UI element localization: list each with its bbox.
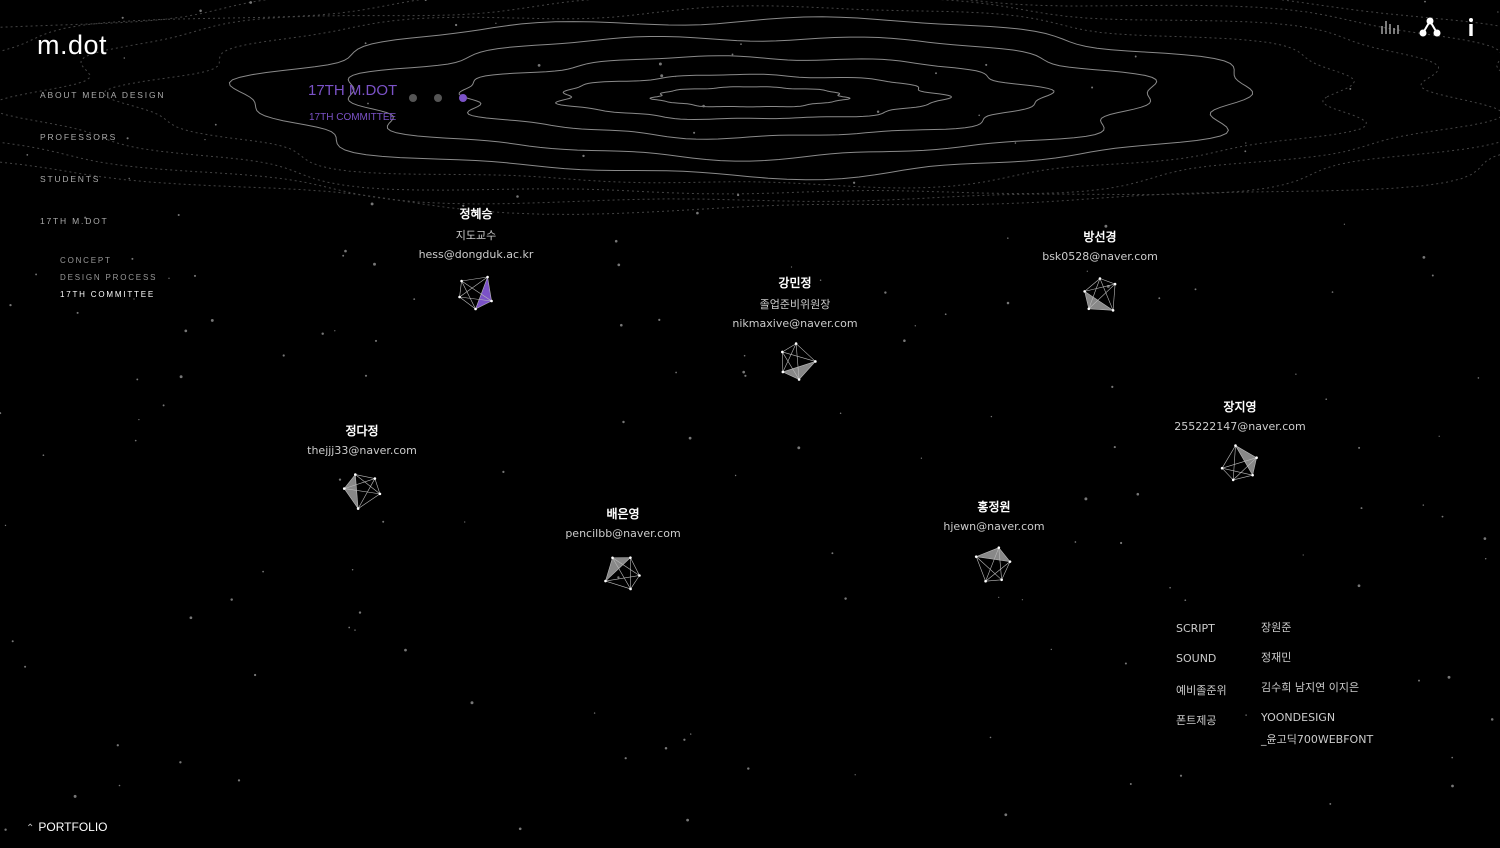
member-name: 강민정 bbox=[778, 276, 812, 290]
sub-nav-17th-committee[interactable]: 17TH COMMITTEE bbox=[60, 290, 155, 299]
sub-nav: CONCEPT DESIGN PROCESS 17TH COMMITTEE bbox=[60, 256, 157, 307]
portfolio-label: PORTFOLIO bbox=[38, 820, 108, 834]
page-dot-3[interactable] bbox=[459, 94, 468, 102]
page-indicator bbox=[409, 87, 479, 106]
member-name: 정다정 bbox=[345, 424, 379, 438]
credit-label: SOUND bbox=[1176, 652, 1217, 665]
credit-label: SCRIPT bbox=[1176, 622, 1215, 635]
sub-nav-concept[interactable]: CONCEPT bbox=[60, 256, 112, 265]
credits-panel: SCRIPT 장원준 SOUND 정재민 예비졸준위 김수희 남지연 이지은 폰… bbox=[1176, 621, 1373, 764]
section-subtitle: 17TH COMMITTEE bbox=[309, 112, 397, 123]
member-email[interactable]: hess@dongduk.ac.kr bbox=[418, 248, 534, 261]
member-email[interactable]: hjewn@naver.com bbox=[943, 520, 1045, 533]
polygon-shape-icon bbox=[458, 275, 494, 311]
nav-item-17th-mdot[interactable]: 17TH M.DOT bbox=[40, 216, 109, 226]
member-name: 배은영 bbox=[606, 507, 640, 521]
page-dot-1[interactable] bbox=[409, 94, 417, 102]
nav-item-professors[interactable]: PROFESSORS bbox=[40, 132, 118, 142]
credit-row: 예비졸준위 김수희 남지연 이지은 bbox=[1176, 681, 1373, 699]
member-email[interactable]: 255222147@naver.com bbox=[1174, 420, 1306, 433]
credit-value: 장원준 bbox=[1261, 621, 1292, 634]
member-card[interactable]: 정혜승 지도교수 hess@dongduk.ac.kr bbox=[418, 205, 534, 315]
member-name: 방선경 bbox=[1083, 230, 1117, 244]
member-card[interactable]: 홍정원 hjewn@naver.com bbox=[943, 498, 1045, 587]
member-role: 졸업준비위원장 bbox=[759, 298, 831, 311]
polygon-shape-icon bbox=[1083, 277, 1117, 312]
credit-row: 폰트제공 YOONDESIGN _윤고딕700WEBFONT bbox=[1176, 711, 1373, 751]
nav-item-students[interactable]: STUDENTS bbox=[40, 174, 101, 184]
member-email[interactable]: pencilbb@naver.com bbox=[565, 527, 681, 540]
sound-bars-icon[interactable] bbox=[1378, 16, 1400, 38]
member-card[interactable]: 장지영 255222147@naver.com bbox=[1174, 398, 1306, 487]
credit-label: 폰트제공 bbox=[1176, 714, 1217, 727]
chevron-up-icon: ⌃ bbox=[26, 823, 35, 834]
credit-label: 예비졸준위 bbox=[1176, 684, 1227, 697]
member-email[interactable]: bsk0528@naver.com bbox=[1042, 250, 1158, 263]
side-nav: ABOUT MEDIA DESIGN PROFESSORS STUDENTS 1… bbox=[40, 90, 165, 258]
credit-row: SOUND 정재민 bbox=[1176, 651, 1373, 669]
credit-value: 정재민 bbox=[1261, 651, 1292, 664]
member-card[interactable]: 정다정 thejjj33@naver.com bbox=[307, 422, 417, 511]
member-name: 장지영 bbox=[1223, 400, 1257, 414]
polygon-shape-icon bbox=[780, 342, 817, 381]
credit-row: SCRIPT 장원준 bbox=[1176, 621, 1373, 639]
logo[interactable]: m.dot bbox=[37, 30, 108, 60]
member-email[interactable]: thejjj33@naver.com bbox=[307, 444, 417, 457]
nav-item-about[interactable]: ABOUT MEDIA DESIGN bbox=[40, 90, 166, 100]
member-role: 지도교수 bbox=[455, 229, 497, 242]
top-toolbar bbox=[1364, 16, 1482, 42]
member-name: 홍정원 bbox=[977, 500, 1011, 514]
polygon-shape-icon bbox=[603, 556, 641, 591]
polygon-shape-icon bbox=[1220, 444, 1258, 482]
polygon-shape-icon bbox=[974, 546, 1011, 583]
member-email[interactable]: nikmaxive@naver.com bbox=[732, 317, 858, 330]
sub-nav-design-process[interactable]: DESIGN PROCESS bbox=[60, 273, 158, 282]
page-dot-2[interactable] bbox=[434, 94, 443, 102]
member-name: 정혜승 bbox=[459, 207, 493, 221]
member-card[interactable]: 배은영 pencilbb@naver.com bbox=[565, 505, 681, 594]
info-icon[interactable] bbox=[1460, 16, 1482, 38]
credit-value: 김수희 남지연 이지은 bbox=[1261, 681, 1360, 694]
member-card[interactable]: 강민정 졸업준비위원장 nikmaxive@naver.com bbox=[732, 274, 858, 384]
share-network-icon[interactable] bbox=[1419, 16, 1441, 38]
section-title: 17TH M.DOT bbox=[308, 82, 398, 99]
credit-value-line: _윤고딕700WEBFONT bbox=[1261, 733, 1374, 746]
credit-value-line: YOONDESIGN bbox=[1261, 711, 1336, 724]
credit-value: YOONDESIGN _윤고딕700WEBFONT bbox=[1261, 707, 1373, 751]
polygon-shape-icon bbox=[342, 473, 382, 510]
member-card[interactable]: 방선경 bsk0528@naver.com bbox=[1042, 228, 1158, 317]
portfolio-link[interactable]: ⌃ PORTFOLIO bbox=[26, 820, 108, 834]
